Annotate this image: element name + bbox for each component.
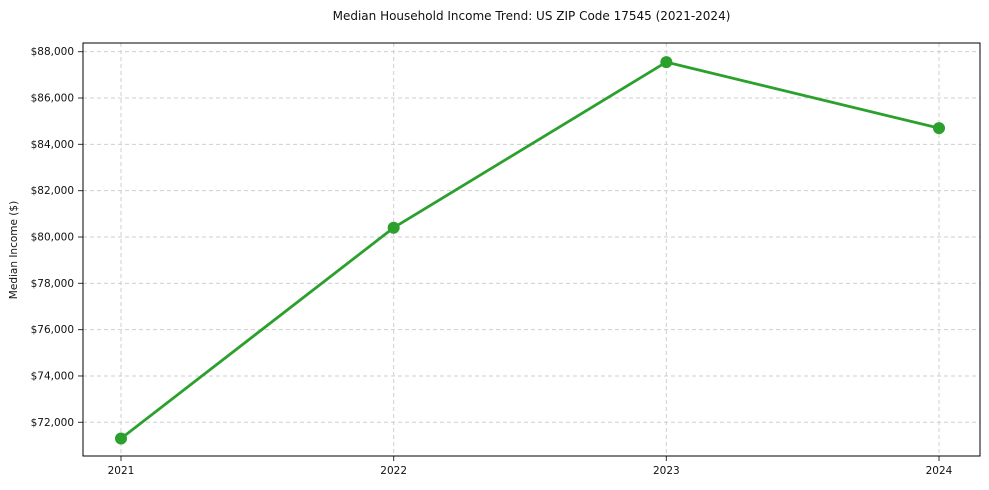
y-tick-label: $78,000 (31, 278, 74, 290)
data-point-2023 (660, 56, 673, 69)
x-tick-label: 2023 (653, 465, 680, 477)
y-tick-label: $82,000 (31, 185, 74, 197)
axes-box (82, 42, 981, 457)
trend-line (119, 60, 941, 440)
y-tick-label: $86,000 (31, 93, 74, 105)
y-tick-label: $84,000 (31, 139, 74, 151)
y-tick-label: $88,000 (31, 46, 74, 58)
data-point-2022 (387, 221, 400, 234)
x-tick-label: 2021 (108, 465, 135, 477)
y-tick-label: $80,000 (31, 231, 74, 243)
data-point-2021 (115, 432, 127, 445)
y-tick-label: $72,000 (31, 417, 74, 429)
chart-title: Median Household Income Trend: US ZIP Co… (332, 9, 731, 23)
y-tick-label: $76,000 (31, 324, 74, 336)
x-tick-label: 2024 (926, 465, 953, 477)
y-tick-label: $74,000 (31, 370, 74, 382)
x-tick-label: 2022 (380, 465, 407, 477)
data-point-2024 (933, 122, 945, 135)
